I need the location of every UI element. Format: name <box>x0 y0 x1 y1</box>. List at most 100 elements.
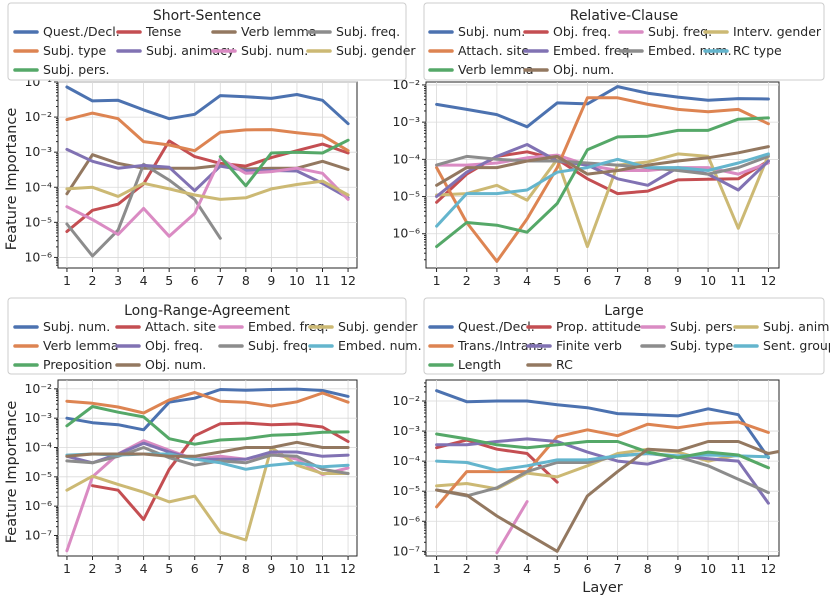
x-tick-label: 2 <box>463 561 471 576</box>
series-group <box>435 389 779 555</box>
x-tick-label: 8 <box>242 273 250 288</box>
legend-entry: Obj. num. <box>553 62 614 77</box>
chart-title: Large <box>604 303 643 319</box>
legend-entry: Subj. pers. <box>670 319 736 334</box>
legend-entry: Prop. attitude <box>556 319 641 334</box>
series-line-rc <box>435 440 779 553</box>
y-tick-label: 10⁻⁴ <box>392 453 420 468</box>
x-tick-label: 8 <box>644 561 652 576</box>
series-group <box>65 387 350 553</box>
x-tick-label: 1 <box>433 273 441 288</box>
series-line-subj-gender <box>65 446 350 542</box>
chart-panel-1: 1 2 3 4 5 6 7 8 9 10 11 1210⁻⁶10⁻⁵10⁻⁴10⁻³10⁻²10⁻¹F… <box>4 2 416 288</box>
y-axis-label: Feature Importance <box>4 401 20 544</box>
x-tick-label: 4 <box>140 561 148 576</box>
series-line-subj-animacy <box>65 147 350 200</box>
series-line-subj-num <box>65 387 350 432</box>
series-line-subj-pers <box>218 138 350 188</box>
legend-entry: Verb lemma <box>43 338 119 353</box>
y-tick-label: 10⁻⁷ <box>392 543 420 558</box>
legend-entry: Subj. gender <box>336 43 416 58</box>
legend-entry: Attach. site <box>145 319 216 334</box>
legend-entry: Subj. animacy <box>763 319 830 334</box>
y-tick-label: 10⁻⁵ <box>24 469 52 484</box>
y-tick-label: 10⁻² <box>24 109 52 124</box>
x-tick-label: 3 <box>114 561 122 576</box>
x-tick-label: 2 <box>89 561 97 576</box>
x-tick-label: 3 <box>493 561 501 576</box>
series-line-preposition <box>65 405 350 446</box>
legend-entry: Obj. freq. <box>553 24 611 39</box>
series-line-quest-decl <box>435 389 770 460</box>
series-line-subj-pers <box>495 500 529 555</box>
legend-entry: Verb lemma <box>241 24 317 39</box>
legend-box <box>423 2 825 81</box>
series-line-subj-gender <box>65 179 350 201</box>
x-tick-label: 6 <box>583 561 591 576</box>
legend-entry: Subj. freq. <box>336 24 400 39</box>
x-tick-label: 12 <box>760 273 776 288</box>
x-tick-label: 8 <box>644 273 652 288</box>
chart-title: Long-Range-Agreement <box>124 303 290 319</box>
x-tick-label: 2 <box>89 273 97 288</box>
series-line-subj-num <box>65 157 350 238</box>
legend-entry: Interv. gender <box>733 24 822 39</box>
x-tick-label: 9 <box>267 273 275 288</box>
x-tick-label: 7 <box>614 561 622 576</box>
y-tick-label: 10⁻³ <box>24 410 52 425</box>
x-tick-label: 11 <box>730 561 746 576</box>
x-tick-label: 10 <box>289 273 305 288</box>
legend-entry: Subj. freq. <box>248 338 312 353</box>
x-tick-label: 7 <box>216 561 224 576</box>
y-tick-label: 10⁻³ <box>24 144 52 159</box>
legend-entry: Embed. freq. <box>553 43 633 58</box>
x-tick-label: 9 <box>674 561 682 576</box>
legend-entry: Sent. group <box>763 338 830 353</box>
x-tick-label: 1 <box>433 561 441 576</box>
x-tick-label: 4 <box>523 273 531 288</box>
x-tick-label: 6 <box>191 273 199 288</box>
y-tick-label: 10⁻⁴ <box>24 439 52 454</box>
legend-entry: Tense <box>145 24 182 39</box>
legend-entry: Embed. freq. <box>248 319 328 334</box>
series-line-quest-decl <box>65 85 350 126</box>
legend-entry: Embed. num. <box>648 43 732 58</box>
legend-entry: Subj. type <box>43 43 106 58</box>
x-tick-label: 8 <box>242 561 250 576</box>
x-tick-label: 1 <box>63 561 71 576</box>
legend-entry: Quest./Decl. <box>458 319 535 334</box>
series-line-subj-num <box>435 85 770 129</box>
plot-area <box>57 81 358 269</box>
legend-entry: Subj. num. <box>43 319 110 334</box>
x-tick-label: 5 <box>165 561 173 576</box>
y-tick-label: 10⁻³ <box>392 114 420 129</box>
legend-entry: Quest./Decl. <box>43 24 120 39</box>
x-tick-label: 4 <box>523 561 531 576</box>
series-group <box>435 85 770 263</box>
series-line-obj-num <box>65 440 350 458</box>
x-tick-label: 4 <box>140 273 148 288</box>
series-line-obj-num <box>435 145 770 187</box>
legend-box <box>7 297 407 375</box>
legend-entry: Subj. type <box>670 338 733 353</box>
x-tick-label: 11 <box>315 273 331 288</box>
x-tick-label: 10 <box>700 561 716 576</box>
series-line-tense <box>65 139 350 233</box>
x-tick-label: 12 <box>760 561 776 576</box>
y-tick-label: 10⁻⁵ <box>392 483 420 498</box>
legend-entry: RC <box>556 357 573 372</box>
legend-entry: Obj. num. <box>145 357 206 372</box>
y-tick-label: 10⁻² <box>392 393 420 408</box>
y-tick-label: 10⁻⁴ <box>392 151 420 166</box>
series-line-sent-group <box>435 452 770 472</box>
legend-entry: Subj. animacy <box>146 43 235 58</box>
x-tick-label: 9 <box>267 561 275 576</box>
legend-entry: Preposition <box>43 357 112 372</box>
legend-entry: Subj. num. <box>458 24 525 39</box>
legend-entry: Attach. site <box>458 43 529 58</box>
legend-box <box>7 2 407 81</box>
x-tick-label: 12 <box>340 561 356 576</box>
y-tick-label: 10⁻² <box>392 77 420 92</box>
y-tick-label: 10⁻² <box>24 381 52 396</box>
series-line-length <box>435 432 770 470</box>
